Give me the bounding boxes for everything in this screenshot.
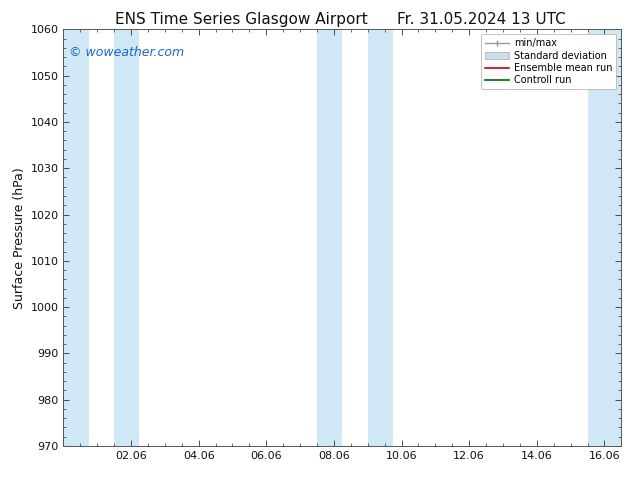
Bar [317, 29, 342, 446]
Text: ENS Time Series Glasgow Airport: ENS Time Series Glasgow Airport [115, 12, 367, 27]
Y-axis label: Surface Pressure (hPa): Surface Pressure (hPa) [13, 167, 26, 309]
Text: © woweather.com: © woweather.com [69, 46, 184, 59]
Legend: min/max, Standard deviation, Ensemble mean run, Controll run: min/max, Standard deviation, Ensemble me… [481, 34, 616, 89]
Bar [114, 29, 139, 446]
Bar [588, 29, 621, 446]
Bar [63, 29, 89, 446]
Text: Fr. 31.05.2024 13 UTC: Fr. 31.05.2024 13 UTC [398, 12, 566, 27]
Bar [368, 29, 393, 446]
